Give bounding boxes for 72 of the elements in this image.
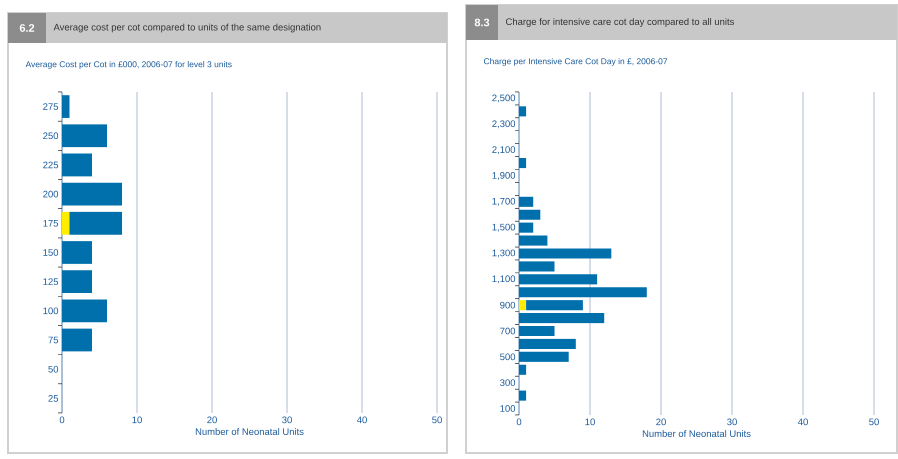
y-tick-label: 2,500 — [492, 94, 516, 102]
y-tick-label: 1,700 — [492, 198, 516, 206]
bar — [62, 212, 70, 235]
bar — [62, 270, 92, 294]
y-tick-label: 75 — [48, 336, 58, 344]
bar — [519, 261, 555, 272]
y-tick-label: 175 — [43, 220, 58, 227]
text: 8.3 — [474, 18, 490, 26]
y-tick-label: 1,300 — [492, 250, 516, 258]
y-tick-label: 1,500 — [492, 224, 516, 232]
chart-subtitle: Charge per Intensive Care Cot Day in £, 2006-07 — [484, 58, 668, 66]
bar — [519, 106, 526, 116]
y-tick-label: 275 — [43, 103, 58, 110]
bar — [62, 299, 108, 322]
x-tick-label: 50 — [869, 418, 879, 426]
bar — [62, 95, 70, 118]
bar — [519, 364, 526, 375]
x-tick-label: 0 — [60, 416, 64, 424]
bar — [70, 212, 122, 235]
bar — [519, 222, 534, 233]
x-tick-label: 30 — [727, 418, 737, 426]
y-tick-label: 300 — [500, 379, 516, 386]
bar — [519, 274, 598, 284]
bar — [519, 338, 576, 349]
x-tick-label: 30 — [282, 416, 292, 424]
bar — [526, 300, 583, 310]
y-tick-label: 900 — [500, 302, 516, 309]
y-tick-label: 700 — [500, 328, 516, 334]
x-axis-title: Number of Neonatal Units — [196, 428, 304, 435]
bar — [519, 390, 526, 401]
bar — [519, 300, 526, 310]
y-tick-label: 2,100 — [492, 146, 516, 154]
bar — [519, 236, 548, 246]
x-tick-label: 50 — [432, 416, 442, 424]
bar — [62, 154, 92, 176]
y-tick-label: 150 — [43, 249, 58, 256]
y-tick-label: 100 — [500, 405, 516, 412]
x-axis-title: Number of Neonatal Units — [642, 430, 751, 437]
bar — [519, 326, 555, 336]
y-tick-label: 25 — [48, 395, 58, 402]
bar — [519, 313, 604, 324]
y-tick-label: 225 — [43, 162, 58, 168]
text: 6.2 — [20, 24, 34, 32]
x-tick-label: 20 — [656, 418, 666, 426]
x-tick-label: 40 — [356, 416, 367, 424]
x-tick-label: 10 — [132, 416, 142, 424]
y-tick-label: 250 — [43, 132, 58, 140]
chart-title: Charge for intensive care cot day compared to all units — [506, 18, 734, 27]
y-tick-label: 100 — [43, 308, 58, 314]
y-tick-label: 500 — [500, 353, 516, 360]
bar — [519, 352, 569, 362]
bar — [62, 241, 92, 264]
y-tick-label: 1,900 — [492, 172, 516, 180]
y-tick-label: 200 — [43, 190, 58, 198]
bar — [519, 287, 647, 298]
x-tick-label: 0 — [516, 418, 522, 426]
x-tick-label: 10 — [585, 418, 595, 426]
chart-title: Average cost per cot compared to units of the same designation — [54, 24, 320, 32]
bar — [519, 210, 540, 220]
x-tick-label: 40 — [798, 418, 808, 426]
bar — [519, 196, 534, 207]
bar — [519, 248, 612, 259]
bar — [62, 182, 122, 206]
chart-subtitle: Average Cost per Cot in £000, 2006-07 for level 3 units — [26, 61, 232, 69]
y-tick-label: 125 — [43, 278, 58, 286]
bar — [62, 328, 92, 352]
y-tick-label: 50 — [48, 366, 58, 373]
bar — [62, 124, 108, 148]
x-tick-label: 20 — [207, 416, 217, 424]
y-tick-label: 1,100 — [492, 275, 516, 284]
y-tick-label: 2,300 — [492, 120, 516, 128]
bar — [519, 158, 526, 168]
